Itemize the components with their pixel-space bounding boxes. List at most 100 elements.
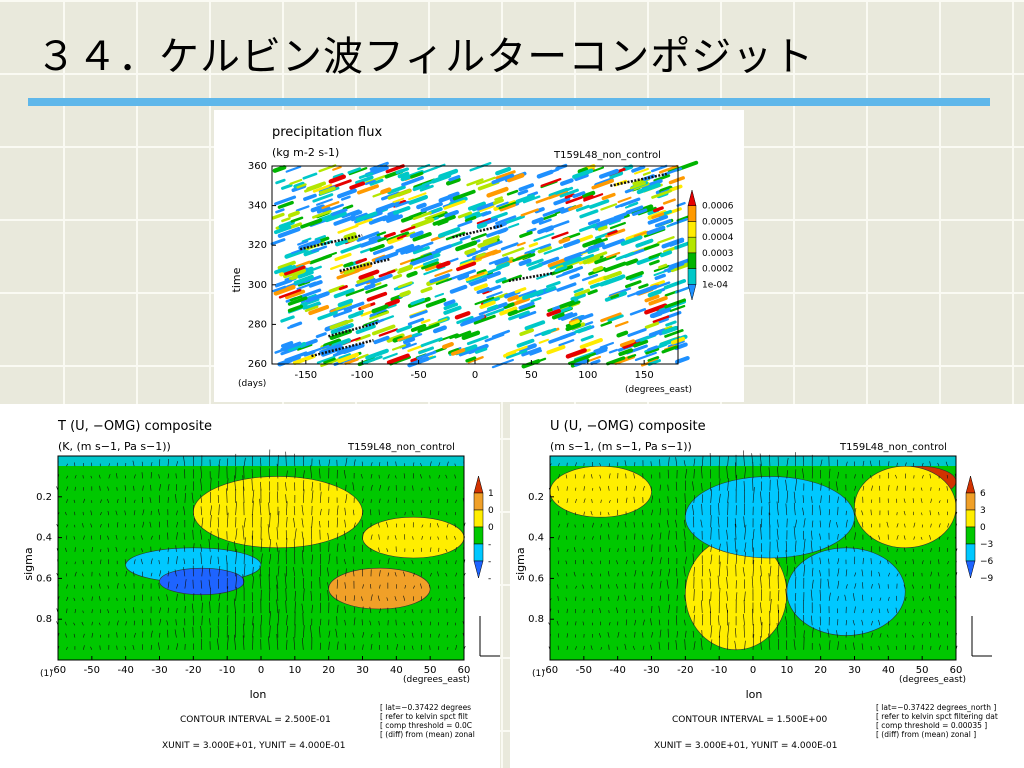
wind-vector bbox=[344, 582, 346, 589]
precip-streak bbox=[456, 315, 474, 325]
wind-vector bbox=[683, 460, 686, 467]
wind-vector bbox=[870, 535, 872, 540]
wind-vector bbox=[575, 498, 577, 504]
wind-vector bbox=[650, 644, 652, 650]
precip-streak bbox=[316, 206, 331, 214]
wind-vector bbox=[142, 485, 144, 491]
wind-vector bbox=[183, 456, 186, 467]
wind-vector bbox=[336, 569, 339, 577]
wind-vector bbox=[455, 645, 458, 650]
precip-streak bbox=[479, 300, 496, 309]
precip-streak bbox=[530, 296, 542, 303]
wind-vector bbox=[744, 466, 746, 479]
precip-streak bbox=[364, 283, 376, 291]
wind-vector bbox=[582, 548, 585, 552]
precip-streak bbox=[570, 293, 586, 302]
wind-vector bbox=[217, 494, 220, 503]
wind-vector bbox=[369, 584, 372, 589]
wind-vector bbox=[903, 498, 906, 504]
wind-vector bbox=[98, 474, 101, 479]
composite-colorbar-swatch bbox=[965, 560, 976, 579]
precip-streak bbox=[546, 280, 561, 289]
wind-vector bbox=[361, 596, 363, 601]
wind-vector bbox=[404, 610, 406, 614]
wind-vector bbox=[794, 478, 798, 491]
precip-streak bbox=[582, 241, 594, 248]
precip-streak bbox=[648, 328, 666, 338]
precip-streak bbox=[272, 285, 287, 293]
precip-streak bbox=[409, 230, 424, 239]
wind-vector bbox=[937, 462, 940, 467]
precip-streak bbox=[329, 263, 344, 271]
precip-colorbar-label: 0.0003 bbox=[702, 249, 734, 259]
wind-vector bbox=[353, 522, 356, 528]
wind-vector bbox=[65, 511, 67, 516]
wind-vector bbox=[345, 494, 348, 503]
precip-streak bbox=[627, 353, 637, 359]
wind-vector bbox=[785, 479, 788, 491]
wind-vector bbox=[651, 544, 653, 552]
wind-vector bbox=[734, 523, 737, 540]
precip-streak bbox=[473, 314, 496, 325]
wind-vector bbox=[166, 620, 169, 626]
precip-streak bbox=[408, 194, 429, 205]
precip-streak bbox=[661, 345, 679, 354]
wind-vector bbox=[370, 534, 373, 540]
wind-vector bbox=[191, 603, 194, 614]
wind-vector bbox=[369, 620, 372, 626]
wind-vector bbox=[344, 606, 346, 614]
precip-streak bbox=[291, 268, 306, 277]
precip-streak bbox=[296, 343, 313, 351]
wind-vector bbox=[225, 555, 228, 565]
precip-streak bbox=[631, 165, 646, 173]
precip-streak bbox=[577, 167, 589, 174]
wind-vector bbox=[429, 500, 432, 504]
precip-streak bbox=[495, 277, 507, 284]
wind-vector bbox=[243, 465, 245, 479]
precip-streak bbox=[321, 239, 333, 246]
wind-vector bbox=[411, 510, 414, 516]
kelvin-track bbox=[299, 234, 363, 251]
wind-vector bbox=[387, 558, 390, 565]
precip-streak bbox=[445, 177, 461, 186]
wind-vector bbox=[115, 534, 118, 540]
precip-streak bbox=[503, 302, 515, 309]
precip-streak bbox=[653, 174, 671, 183]
precip-streak bbox=[278, 288, 302, 299]
composite-ytick-label: 0.6 bbox=[36, 573, 52, 584]
wind-vector bbox=[411, 632, 414, 638]
wind-vector bbox=[786, 490, 789, 503]
wind-vector bbox=[710, 527, 712, 540]
wind-vector bbox=[853, 593, 855, 601]
precip-streak bbox=[405, 245, 424, 255]
precip-streak bbox=[518, 343, 537, 353]
precip-streak bbox=[287, 296, 308, 306]
composite-xtick-label: 20 bbox=[814, 665, 827, 676]
precip-streak bbox=[486, 186, 509, 198]
wind-vector bbox=[124, 584, 126, 589]
wind-vector bbox=[599, 486, 602, 491]
wind-vector bbox=[786, 565, 788, 577]
wind-vector bbox=[175, 545, 177, 552]
precip-streak bbox=[381, 212, 399, 222]
precip-streak bbox=[369, 178, 384, 186]
wind-vector bbox=[683, 566, 686, 577]
wind-vector bbox=[598, 633, 602, 638]
precip-streak bbox=[349, 181, 366, 190]
precip-streak bbox=[370, 164, 388, 173]
wind-vector bbox=[583, 609, 585, 614]
wind-vector bbox=[879, 560, 882, 565]
wind-vector bbox=[871, 584, 873, 589]
wind-vector bbox=[591, 548, 593, 552]
wind-vector bbox=[692, 504, 695, 516]
precip-streak bbox=[476, 217, 492, 225]
precip-streak bbox=[275, 279, 293, 288]
wind-vector bbox=[794, 566, 796, 577]
precip-streak bbox=[670, 261, 692, 273]
wind-vector bbox=[412, 462, 415, 467]
wind-vector bbox=[167, 645, 170, 650]
precip-streak bbox=[587, 247, 600, 254]
wind-vector bbox=[726, 565, 728, 577]
precip-streak bbox=[295, 205, 310, 212]
wind-vector bbox=[675, 497, 678, 503]
